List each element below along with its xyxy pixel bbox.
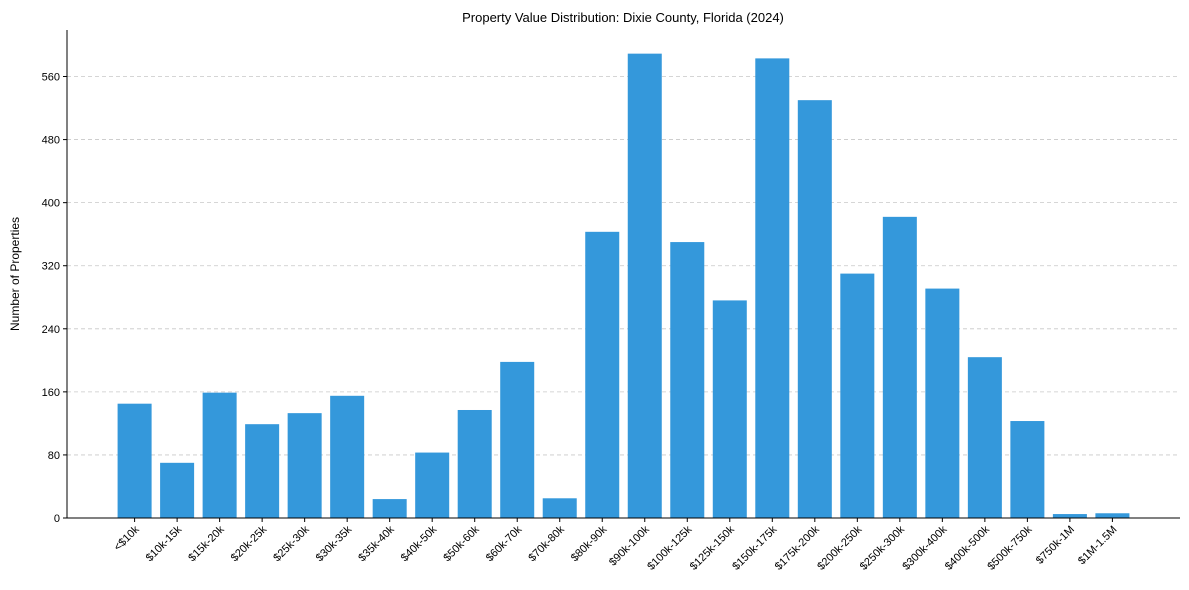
x-tick-label: $750k-1M [1034,524,1077,567]
x-tick-label: $400k-500k [943,523,992,572]
y-tick-label: 400 [42,198,60,210]
x-tick-label: $10k-15k [144,523,185,564]
x-tick-label: $90k-100k [607,523,652,568]
y-tick-label: 560 [42,72,60,84]
bar [117,403,152,518]
y-axis-label: Number of Properties [8,217,22,331]
y-tick-label: 240 [42,324,60,336]
x-tick-label: $1M-1.5M [1076,524,1120,568]
bar [840,273,875,518]
x-tick-label: $30k-35k [314,523,355,564]
chart-title: Property Value Distribution: Dixie Count… [462,10,784,25]
bar [372,499,407,518]
x-tick-label: $25k-30k [271,523,312,564]
x-tick-label: <$10k [112,523,142,553]
x-tick-label: $80k-90k [569,523,610,564]
bar [1010,421,1045,518]
x-tick-label: $125k-150k [688,523,737,572]
y-tick-label: 0 [54,513,60,525]
bar [585,231,620,518]
x-tick-label: $175k-200k [773,523,822,572]
bar [500,361,535,518]
x-tick-label: $250k-300k [858,523,907,572]
x-tick-label: $500k-750k [985,523,1034,572]
bar [627,53,662,518]
bar [415,452,450,518]
x-tick-label: $70k-80k [526,523,567,564]
bar [967,357,1002,518]
x-tick-label: $35k-40k [356,523,397,564]
bar [882,216,917,518]
bar [457,409,492,518]
bar [287,413,322,518]
x-tick-label: $100k-125k [645,523,694,572]
bar [712,300,747,518]
x-tick-label: $60k-70k [484,523,525,564]
bar [1052,514,1087,518]
x-tick-label: $40k-50k [399,523,440,564]
y-tick-label: 160 [42,387,60,399]
bar [1095,513,1130,518]
bar [670,242,705,518]
x-tick-label: $200k-250k [815,523,864,572]
bar [202,392,237,518]
x-tick-label: $20k-25k [229,523,270,564]
x-tick-label: $300k-400k [900,523,949,572]
bar [330,395,365,518]
x-tick-label: $15k-20k [186,523,227,564]
y-tick-label: 480 [42,135,60,147]
bar [755,58,790,519]
bar [160,462,195,518]
bar [797,100,832,518]
y-tick-label: 320 [42,261,60,273]
bar [245,424,280,518]
y-tick-label: 80 [48,450,60,462]
bar [542,498,577,518]
x-tick-label: $150k-175k [730,523,779,572]
bar [925,288,960,518]
x-tick-label: $50k-60k [441,523,482,564]
